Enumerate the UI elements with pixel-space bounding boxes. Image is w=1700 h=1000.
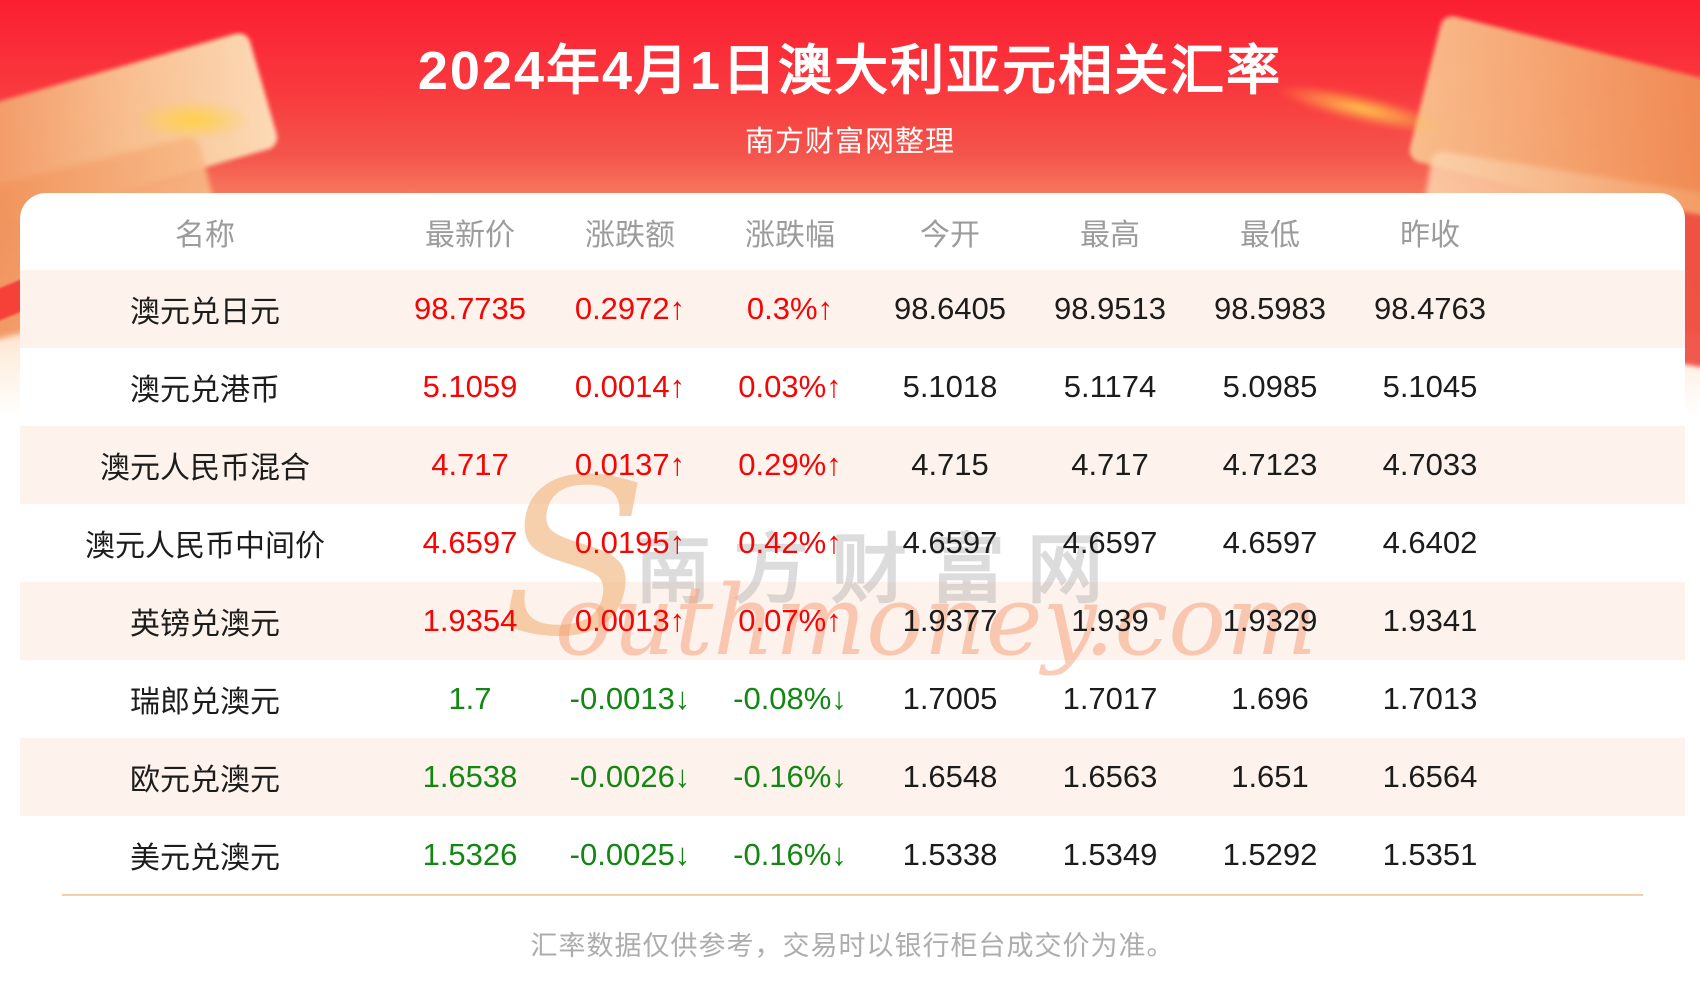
change-percent: -0.16%↓ (733, 837, 847, 872)
change-amount: -0.0013↓ (569, 681, 691, 716)
change-amount: 0.0137↑ (574, 447, 686, 482)
column-header-high: 最高 (1080, 218, 1140, 252)
change-amount: 0.0195↑ (574, 525, 686, 560)
change-percent: 0.42%↑ (738, 525, 842, 560)
glow-decoration (135, 100, 250, 140)
low-price: 4.7123 (1222, 447, 1318, 482)
column-header-low: 最低 (1240, 218, 1300, 252)
page-title: 2024年4月1日澳大利亚元相关汇率 (417, 41, 1283, 101)
open-price: 1.7005 (902, 681, 998, 716)
high-price: 1.6563 (1062, 759, 1158, 794)
prev-close: 1.5351 (1382, 837, 1478, 872)
change-percent: 0.07%↑ (738, 603, 842, 638)
change-percent: -0.16%↓ (733, 759, 847, 794)
table-row: 欧元兑澳元 1.6538 -0.0026↓ -0.16%↓ 1.6548 1.6… (20, 738, 1685, 816)
footer-note: 汇率数据仅供参考，交易时以银行柜台成交价为准。 (530, 931, 1175, 961)
low-price: 1.651 (1231, 759, 1309, 794)
pair-name: 澳元人民币中间价 (85, 530, 325, 563)
latest-price: 5.1059 (422, 369, 518, 404)
column-header-change: 涨跌额 (585, 218, 675, 252)
table-row: 澳元人民币混合 4.717 0.0137↑ 0.29%↑ 4.715 4.717… (20, 426, 1685, 504)
column-header-name: 名称 (175, 218, 235, 252)
high-price: 1.5349 (1062, 837, 1158, 872)
latest-price: 98.7735 (413, 291, 527, 326)
open-price: 1.9377 (902, 603, 998, 638)
high-price: 4.6597 (1062, 525, 1158, 560)
prev-close: 4.7033 (1382, 447, 1478, 482)
latest-price: 4.6597 (422, 525, 518, 560)
high-price: 5.1174 (1063, 369, 1157, 404)
low-price: 1.696 (1231, 681, 1309, 716)
prev-close: 1.6564 (1382, 759, 1478, 794)
high-price: 98.9513 (1053, 291, 1167, 326)
change-amount: 0.0014↑ (574, 369, 686, 404)
open-price: 98.6405 (893, 291, 1007, 326)
rate-table-card: S 南方财富网 outhmoney.com 名称 最新价 涨跌额 涨跌幅 今开 … (20, 193, 1685, 1000)
rate-table: 名称 最新价 涨跌额 涨跌幅 今开 最高 最低 昨收 澳元兑日元 98.7735… (20, 193, 1685, 894)
table-row: 美元兑澳元 1.5326 -0.0025↓ -0.16%↓ 1.5338 1.5… (20, 816, 1685, 894)
latest-price: 1.5326 (422, 837, 518, 872)
page-subtitle: 南方财富网整理 (744, 126, 955, 158)
open-price: 5.1018 (902, 369, 998, 404)
low-price: 98.5983 (1213, 291, 1327, 326)
table-row: 澳元兑日元 98.7735 0.2972↑ 0.3%↑ 98.6405 98.9… (20, 270, 1685, 348)
pair-name: 澳元兑港币 (130, 374, 280, 407)
prev-close: 5.1045 (1382, 369, 1478, 404)
pair-name: 欧元兑澳元 (130, 764, 280, 797)
prev-close: 4.6402 (1382, 525, 1478, 560)
prev-close: 98.4763 (1373, 291, 1487, 326)
change-amount: -0.0025↓ (569, 837, 691, 872)
high-price: 1.7017 (1062, 681, 1158, 716)
table-row: 澳元兑港币 5.1059 0.0014↑ 0.03%↑ 5.1018 5.117… (20, 348, 1685, 426)
change-amount: 0.0013↑ (574, 603, 686, 638)
open-price: 4.6597 (902, 525, 998, 560)
prev-close: 1.7013 (1382, 681, 1478, 716)
latest-price: 1.7 (448, 681, 492, 716)
open-price: 4.715 (911, 447, 989, 482)
table-row: 澳元人民币中间价 4.6597 0.0195↑ 0.42%↑ 4.6597 4.… (20, 504, 1685, 582)
change-percent: -0.08%↓ (733, 681, 847, 716)
low-price: 1.5292 (1222, 837, 1318, 872)
column-header-change-pct: 涨跌幅 (745, 218, 835, 252)
table-header-row: 名称 最新价 涨跌额 涨跌幅 今开 最高 最低 昨收 (20, 193, 1685, 270)
column-header-open: 今开 (920, 218, 980, 252)
high-price: 1.939 (1071, 603, 1149, 638)
low-price: 1.9329 (1222, 603, 1318, 638)
column-header-latest: 最新价 (425, 218, 515, 252)
open-price: 1.5338 (902, 837, 998, 872)
change-amount: 0.2972↑ (574, 291, 686, 326)
high-price: 4.717 (1071, 447, 1149, 482)
latest-price: 1.6538 (422, 759, 518, 794)
pair-name: 英镑兑澳元 (130, 608, 280, 641)
pair-name: 瑞郎兑澳元 (130, 686, 280, 719)
pair-name: 澳元兑日元 (130, 296, 280, 329)
low-price: 5.0985 (1222, 369, 1318, 404)
column-header-prev-close: 昨收 (1400, 218, 1460, 252)
latest-price: 1.9354 (422, 603, 518, 638)
open-price: 1.6548 (902, 759, 998, 794)
table-body: 澳元兑日元 98.7735 0.2972↑ 0.3%↑ 98.6405 98.9… (20, 270, 1685, 894)
change-percent: 0.03%↑ (738, 369, 842, 404)
low-price: 4.6597 (1222, 525, 1318, 560)
table-row: 英镑兑澳元 1.9354 0.0013↑ 0.07%↑ 1.9377 1.939… (20, 582, 1685, 660)
change-percent: 0.3%↑ (746, 291, 834, 326)
pair-name: 美元兑澳元 (130, 842, 280, 875)
change-amount: -0.0026↓ (569, 759, 691, 794)
latest-price: 4.717 (431, 447, 509, 482)
prev-close: 1.9341 (1382, 603, 1478, 638)
pair-name: 澳元人民币混合 (100, 452, 310, 485)
change-percent: 0.29%↑ (738, 447, 842, 482)
footer-divider (62, 894, 1643, 896)
table-row: 瑞郎兑澳元 1.7 -0.0013↓ -0.08%↓ 1.7005 1.7017… (20, 660, 1685, 738)
